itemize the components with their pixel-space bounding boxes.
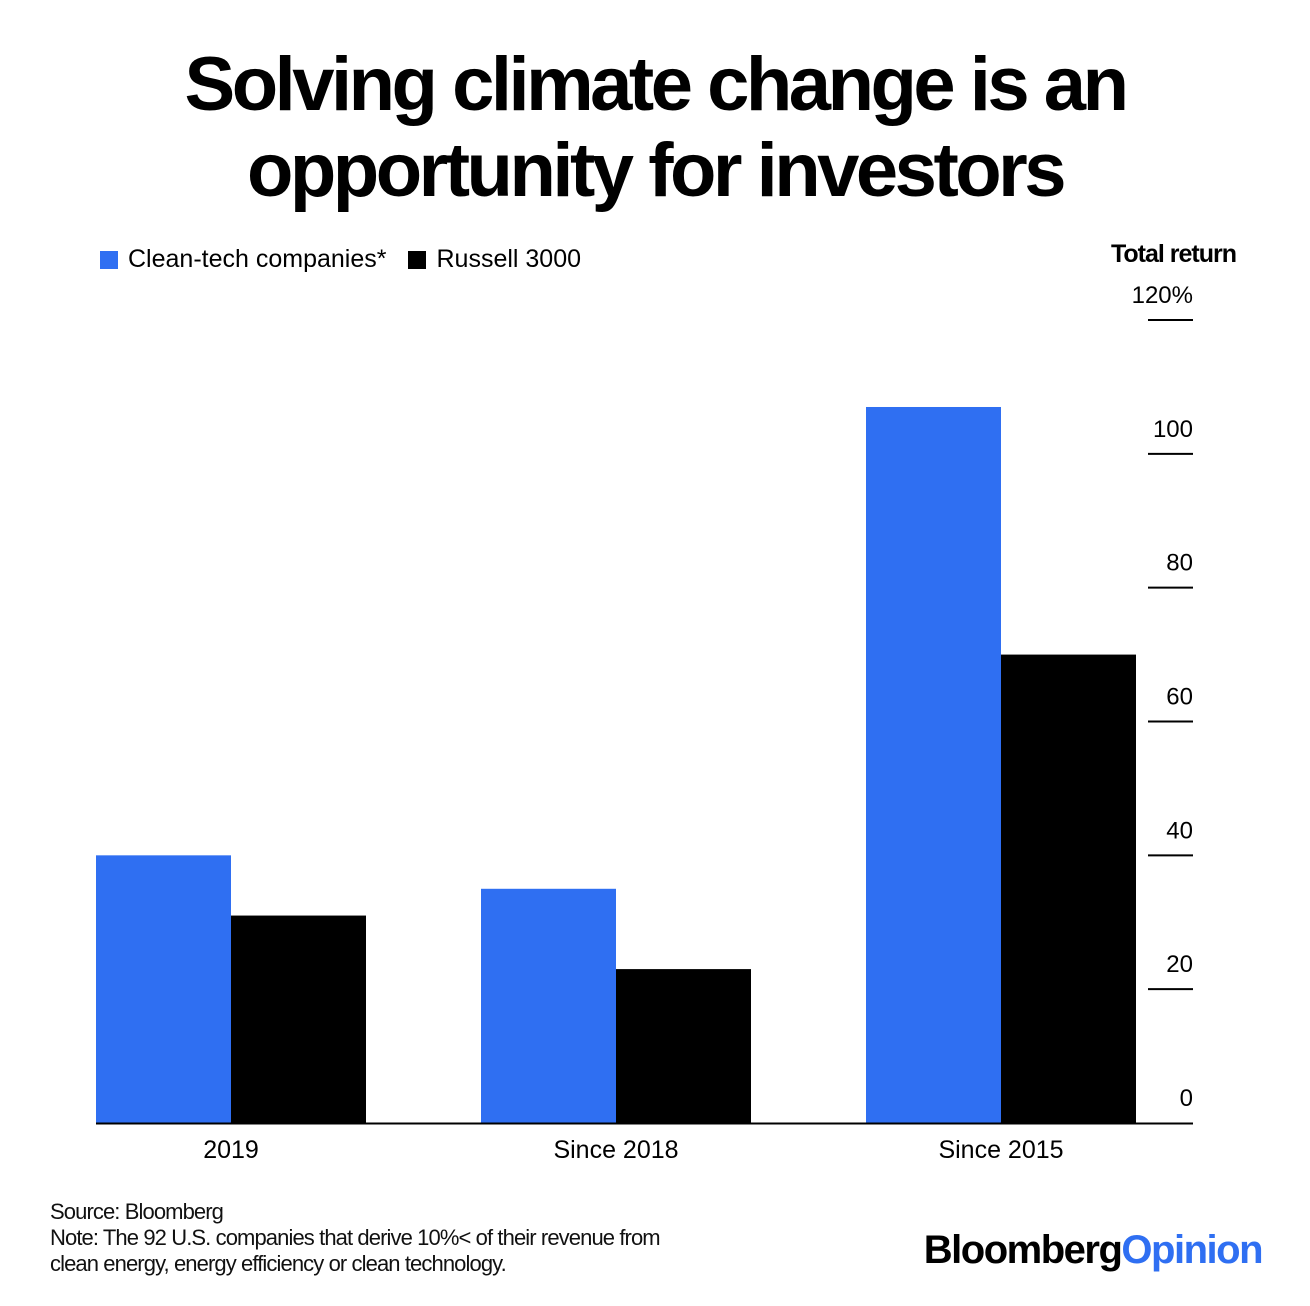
bloomberg-opinion-logo: BloombergOpinion <box>923 1228 1264 1273</box>
bar-russell-3000-since-2015 <box>1001 654 1136 1123</box>
footer-notes: Source: Bloomberg Note: The 92 U.S. comp… <box>50 1199 661 1277</box>
y-tick-label-20: 20 <box>1166 951 1193 978</box>
x-tick-label-since-2015: Since 2015 <box>938 1136 1063 1164</box>
x-tick-label-2019: 2019 <box>203 1136 259 1164</box>
source-note: Source: Bloomberg <box>50 1199 224 1224</box>
legend-item-russell-3000: Russell 3000 <box>408 245 581 274</box>
brand-bloomberg: Bloomberg <box>923 1228 1123 1272</box>
legend-swatch-clean-tech <box>100 250 118 269</box>
title-line-2: opportunity for investors <box>246 128 1067 213</box>
x-tick-label-since-2018: Since 2018 <box>553 1136 678 1164</box>
legend-item-clean-tech: Clean-tech companies* <box>100 245 386 274</box>
bar-russell-3000-2019 <box>231 915 366 1123</box>
y-tick-label-120: 120% <box>1132 282 1193 309</box>
legend-swatch-russell-3000 <box>408 250 427 269</box>
bar-clean-tech-companies-since-2015 <box>866 406 1001 1123</box>
legend: Clean-tech companies* Russell 3000 <box>100 245 603 274</box>
y-tick-label-80: 80 <box>1166 550 1193 577</box>
legend-label-clean-tech: Clean-tech companies* <box>128 245 387 273</box>
legend-label-russell-3000: Russell 3000 <box>436 245 582 273</box>
footnote-line-1: Note: The 92 U.S. companies that derive … <box>50 1225 661 1250</box>
y-tick-label-0: 0 <box>1180 1085 1193 1112</box>
chart-title: Solving climate change is an opportunity… <box>0 42 1310 214</box>
bar-clean-tech-companies-2019 <box>96 855 231 1123</box>
y-tick-label-100: 100 <box>1153 416 1193 443</box>
brand-opinion: Opinion <box>1121 1228 1263 1272</box>
footnote-line-2: clean energy, energy efficiency or clean… <box>50 1251 507 1276</box>
y-axis-title: Total return <box>1110 240 1237 268</box>
y-tick-label-60: 60 <box>1166 684 1193 711</box>
title-line-1: Solving climate change is an <box>184 42 1130 127</box>
y-tick-label-40: 40 <box>1166 817 1193 844</box>
bar-russell-3000-since-2018 <box>616 969 751 1123</box>
bar-clean-tech-companies-since-2018 <box>481 888 616 1123</box>
